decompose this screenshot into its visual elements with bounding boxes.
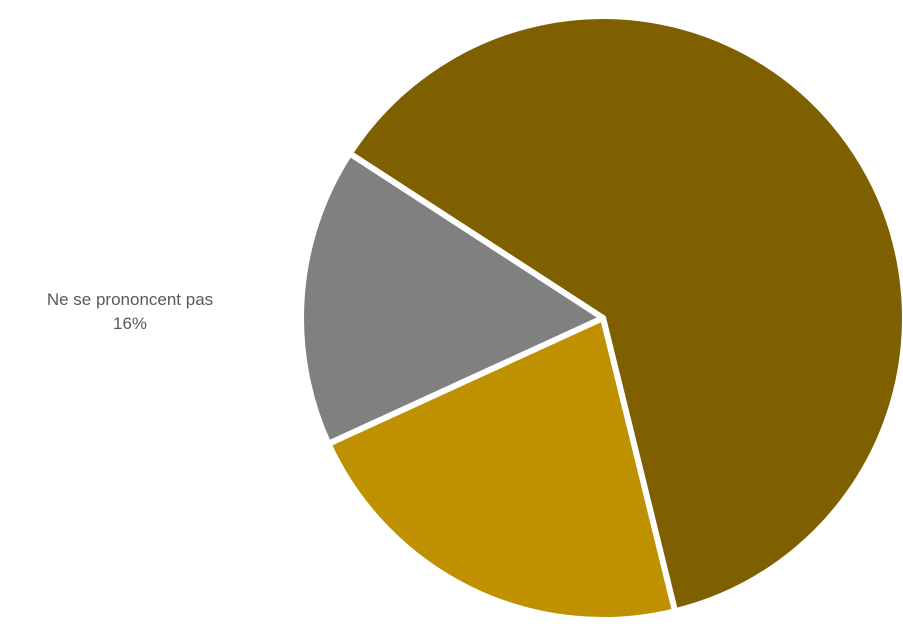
slice-label-name: Ne se prononcent pas xyxy=(40,288,220,312)
slice-label-value: 16% xyxy=(40,312,220,336)
slice-label-ne-se-prononcent-pas: Ne se prononcent pas 16% xyxy=(40,288,220,336)
pie-slices xyxy=(301,16,903,620)
